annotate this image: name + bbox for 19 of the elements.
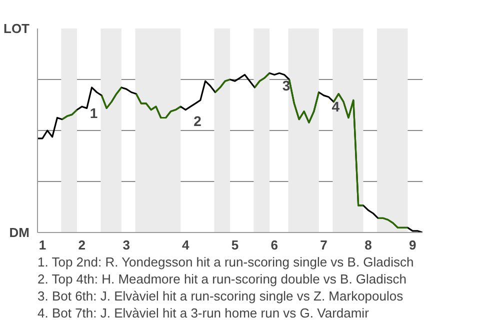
text: DM [9,225,30,240]
x-tick-label: 5 [231,238,239,252]
text: 3. Bot 6th: J. Elvàviel hit a run-scoring single vs Z. Markopoulos [38,288,404,304]
text: LOT [4,21,30,36]
annotation: 2 [194,112,202,129]
x-tick-label: 6 [270,238,278,252]
annotation: 4 [332,98,340,114]
annotation: 1 [90,104,98,121]
x-tick-label: 7 [320,238,328,252]
text: 4. Bot 7th: J. Elvàviel hit a 3-run home run vs G. Vardamir [38,306,370,320]
text: 1. Top 2nd: R. Yondegsson hit a run-scoring single vs B. Gladisch [38,254,414,270]
annotation: 3 [282,78,290,94]
x-tick-label: 2 [78,238,86,252]
x-tick-label: 8 [364,238,372,252]
x-tick-label: 9 [409,238,416,252]
x-tick-label: 4 [182,238,190,252]
x-tick-label: 1 [38,238,46,252]
text: 2. Top 4th: H. Meadmore hit a run-scoring double vs B. Gladisch [38,272,407,286]
x-tick-label: 3 [122,238,130,252]
